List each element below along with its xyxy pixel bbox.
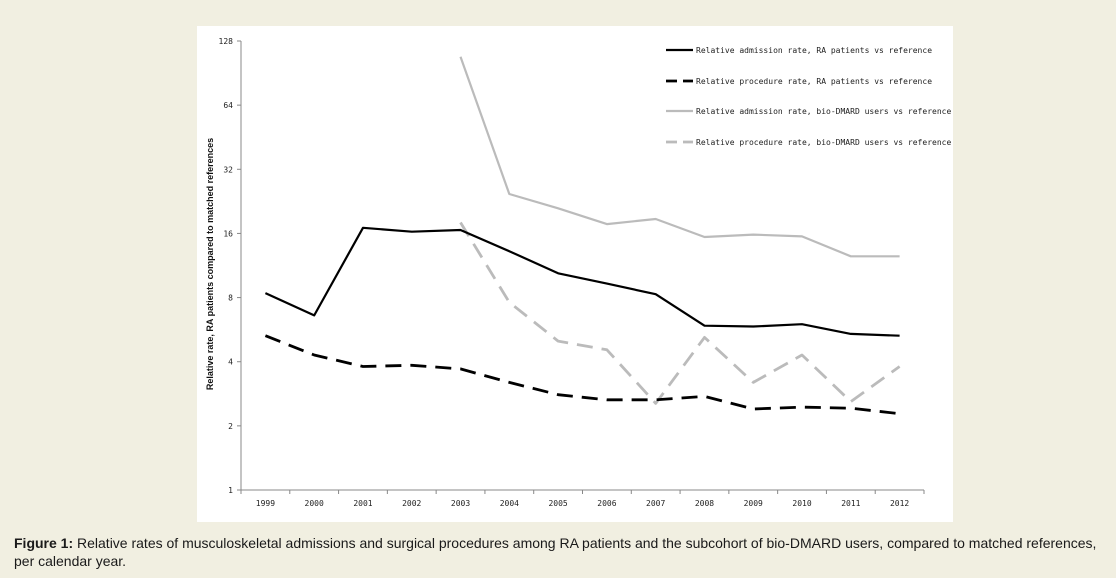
y-tick-label: 2	[228, 422, 233, 431]
series-line-2	[264, 334, 900, 416]
x-tick-label: 2008	[695, 499, 714, 508]
y-tick-label: 1	[228, 486, 233, 495]
x-tick-label: 2007	[646, 499, 665, 508]
x-tick-label: 2005	[548, 499, 567, 508]
legend-label: Relative procedure rate, bio-DMARD users…	[696, 138, 951, 147]
y-tick-label: 4	[228, 358, 233, 367]
x-tick-labels: 1999 2000 2001 2002 2003 2004 2005 2006 2007 2008…	[240, 490, 925, 508]
legend: Relative admission rate, RA patients vs …	[666, 46, 951, 147]
x-tick-label: 2006	[597, 499, 616, 508]
series-lines	[264, 56, 901, 416]
x-tick-label: 2003	[451, 499, 470, 508]
chart-panel: Relative rate, RA patients compared to m…	[197, 26, 953, 522]
caption-text: Relative rates of musculoskeletal admiss…	[14, 535, 1097, 569]
y-tick-label: 8	[228, 294, 233, 303]
y-axis-label: Relative rate, RA patients compared to m…	[205, 138, 215, 390]
x-tick-label: 1999	[256, 499, 275, 508]
x-tick-label: 2009	[744, 499, 763, 508]
y-tick-label: 64	[223, 101, 233, 110]
series-line-3	[459, 56, 900, 258]
x-tick-label: 2001	[353, 499, 372, 508]
legend-label: Relative admission rate, RA patients vs …	[696, 46, 932, 55]
y-tick-label: 128	[219, 37, 234, 46]
x-tick-label: 2012	[890, 499, 909, 508]
caption-label: Figure 1:	[14, 535, 74, 551]
y-tick-label: 16	[223, 229, 233, 238]
x-tick-label: 2011	[841, 499, 860, 508]
y-tick-label: 32	[223, 165, 233, 174]
line-chart: Relative rate, RA patients compared to m…	[205, 37, 951, 508]
figure-caption: Figure 1: Relative rates of musculoskele…	[14, 534, 1106, 570]
x-tick-label: 2010	[792, 499, 811, 508]
x-tick-label: 2004	[500, 499, 519, 508]
legend-label: Relative procedure rate, RA patients vs …	[696, 77, 932, 86]
series-line-1	[264, 226, 900, 337]
x-tick-label: 2002	[402, 499, 421, 508]
y-tick-labels: 1 2 4 8 16 32 64 128	[219, 37, 241, 495]
legend-label: Relative admission rate, bio-DMARD users…	[696, 107, 951, 116]
x-tick-label: 2000	[305, 499, 324, 508]
